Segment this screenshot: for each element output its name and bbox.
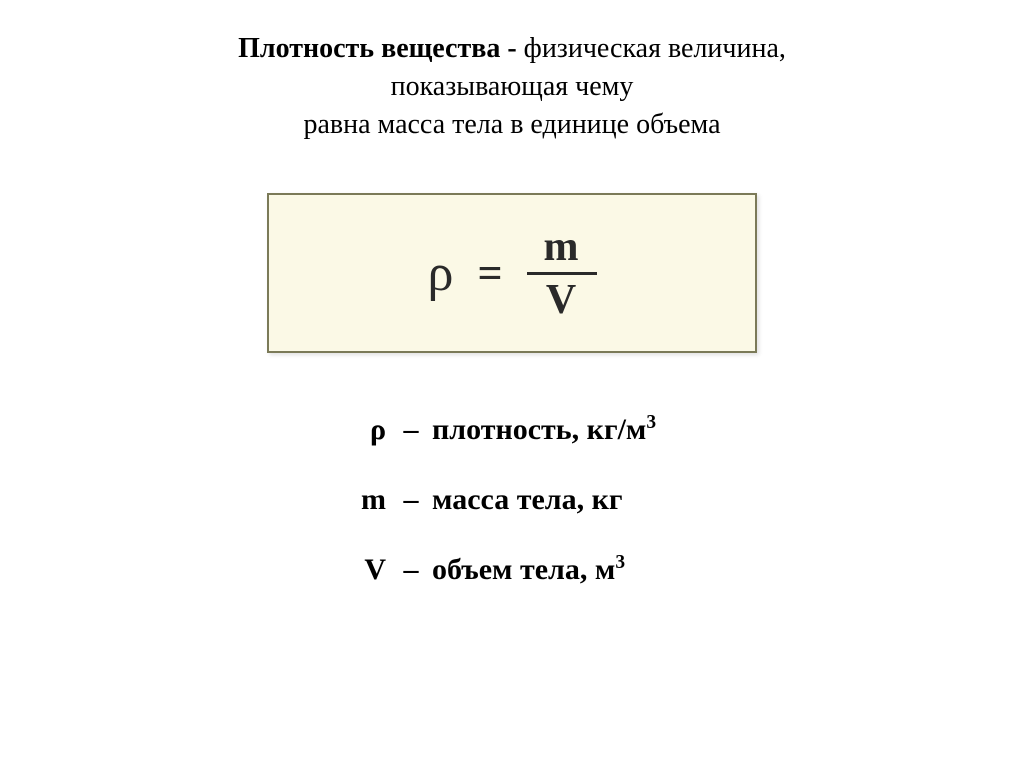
formula-denominator: V xyxy=(527,272,597,321)
legend-mass-symbol: m xyxy=(350,483,386,517)
legend-block: ρ – плотность, кг/м3 m – масса тела, кг … xyxy=(60,413,964,587)
legend-volume-sup: 3 xyxy=(615,552,625,573)
legend-rho: ρ – плотность, кг/м3 xyxy=(350,413,964,447)
title-line-3: равна масса тела в единице объема xyxy=(60,106,964,144)
legend-volume-text: объем тела, м xyxy=(432,553,615,586)
legend-volume-symbol: V xyxy=(350,553,386,587)
legend-mass-dash: – xyxy=(404,483,419,516)
legend-volume-dash: – xyxy=(404,553,419,586)
title-term: Плотность вещества - xyxy=(238,33,517,64)
document-container: Плотность вещества - физическая величина… xyxy=(0,0,1024,587)
formula-fraction: m V xyxy=(527,226,597,321)
legend-mass-text: масса тела, кг xyxy=(432,483,623,516)
title-line-2: показывающая чему xyxy=(60,68,964,106)
legend-rho-text: плотность, кг/м xyxy=(432,413,646,446)
formula-numerator: m xyxy=(536,226,588,272)
formula-lhs-rho: ρ xyxy=(427,244,453,303)
title-rest-1: физическая величина, xyxy=(517,33,786,64)
legend-rho-sup: 3 xyxy=(646,412,656,433)
title-line-1: Плотность вещества - физическая величина… xyxy=(60,30,964,68)
title-definition: Плотность вещества - физическая величина… xyxy=(60,30,964,143)
density-formula: ρ = m V xyxy=(427,226,596,321)
legend-rho-dash: – xyxy=(404,413,419,446)
formula-equals: = xyxy=(477,248,502,299)
legend-volume: V – объем тела, м3 xyxy=(350,553,964,587)
formula-box: ρ = m V xyxy=(267,193,757,353)
legend-mass: m – масса тела, кг xyxy=(350,483,964,517)
legend-rho-symbol: ρ xyxy=(350,413,386,447)
